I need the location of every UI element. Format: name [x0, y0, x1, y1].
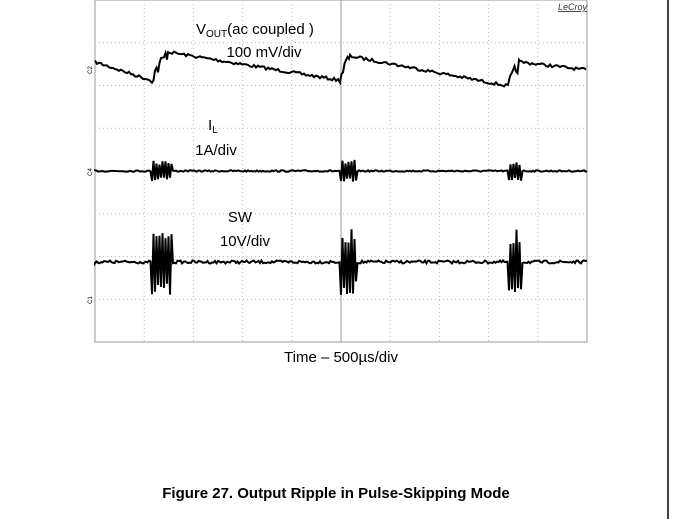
channel-marker: C4 [88, 168, 94, 176]
brand-logo: LeCroy [558, 2, 588, 12]
sw-scale: 10V/div [220, 233, 271, 250]
vout-rest: (ac coupled ) [227, 21, 314, 38]
vout-main: V [196, 21, 206, 38]
channel-marker: C2 [88, 66, 94, 74]
vout-trace [94, 49, 587, 88]
il-label: IL [208, 117, 218, 136]
figure-caption: Figure 27. Output Ripple in Pulse-Skippi… [162, 485, 510, 502]
channel-marker: C1 [88, 296, 94, 304]
il-scale: 1A/div [195, 142, 237, 159]
scope-screen [94, 0, 588, 343]
waveforms [94, 49, 588, 295]
il-trace [94, 159, 588, 182]
il-main: I [208, 117, 212, 134]
time-label: Time – 500µs/div [284, 349, 398, 366]
sw-trace [94, 229, 588, 295]
vout-scale: 100 mV/div [226, 44, 302, 61]
sw-label: SW [228, 209, 253, 226]
vout-sub: OUT [206, 29, 227, 40]
il-sub: L [212, 125, 218, 136]
vout-label: VOUT(ac coupled ) [196, 21, 314, 40]
